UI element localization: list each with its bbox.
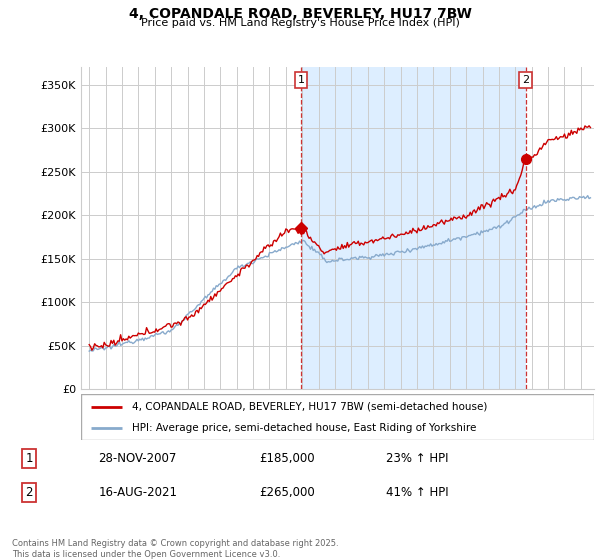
Text: 28-NOV-2007: 28-NOV-2007: [98, 452, 177, 465]
Text: 16-AUG-2021: 16-AUG-2021: [98, 486, 178, 499]
FancyBboxPatch shape: [81, 394, 594, 440]
Text: 2: 2: [522, 75, 529, 85]
Bar: [301, 67, 526, 389]
Text: 1: 1: [298, 75, 304, 85]
Text: £265,000: £265,000: [260, 486, 316, 499]
Text: Contains HM Land Registry data © Crown copyright and database right 2025.
This d: Contains HM Land Registry data © Crown c…: [12, 539, 338, 559]
Text: £185,000: £185,000: [260, 452, 316, 465]
Text: 4, COPANDALE ROAD, BEVERLEY, HU17 7BW: 4, COPANDALE ROAD, BEVERLEY, HU17 7BW: [128, 7, 472, 21]
Text: 23% ↑ HPI: 23% ↑ HPI: [386, 452, 449, 465]
Text: 4, COPANDALE ROAD, BEVERLEY, HU17 7BW (semi-detached house): 4, COPANDALE ROAD, BEVERLEY, HU17 7BW (s…: [133, 402, 488, 412]
Text: 1: 1: [26, 452, 33, 465]
Text: 2: 2: [26, 486, 33, 499]
Text: Price paid vs. HM Land Registry's House Price Index (HPI): Price paid vs. HM Land Registry's House …: [140, 18, 460, 28]
Text: HPI: Average price, semi-detached house, East Riding of Yorkshire: HPI: Average price, semi-detached house,…: [133, 423, 476, 433]
Text: 41% ↑ HPI: 41% ↑ HPI: [386, 486, 449, 499]
